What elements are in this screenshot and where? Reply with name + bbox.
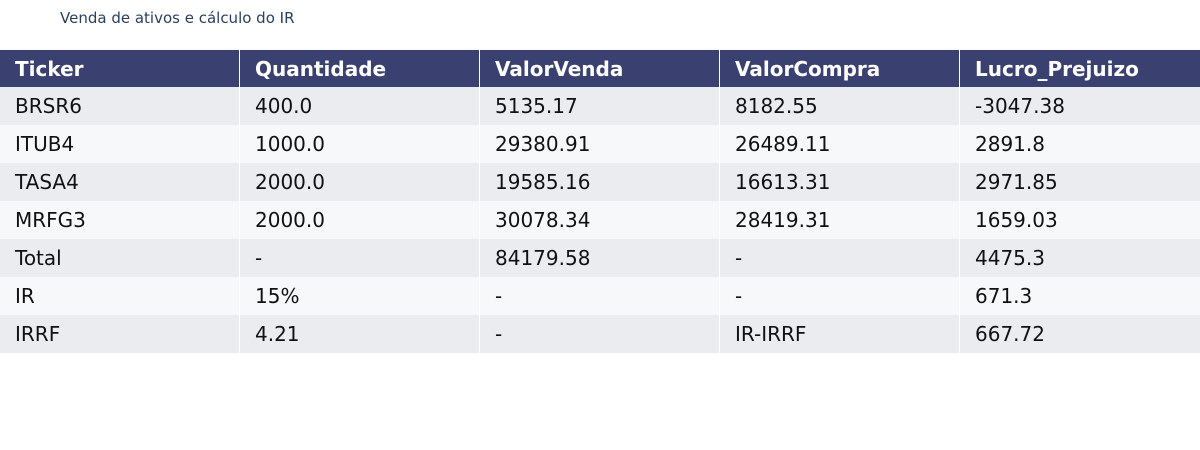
chart-title: Venda de ativos e cálculo do IR	[60, 9, 295, 27]
table-cell: 19585.16	[480, 163, 720, 201]
table-cell: 2891.8	[960, 125, 1200, 163]
table-cell: 15%	[240, 277, 480, 315]
table-cell: 1000.0	[240, 125, 480, 163]
table-row: IRRF 4.21- IR-IRRF 667.72	[0, 315, 1200, 353]
table-cell: TASA4	[0, 163, 240, 201]
table-cell: ITUB4	[0, 125, 240, 163]
table-cell: IR-IRRF	[720, 315, 960, 353]
table-cell: 29380.91	[480, 125, 720, 163]
table-cell: 1659.03	[960, 201, 1200, 239]
table-cell: BRSR6	[0, 87, 240, 125]
column-header-ticker: Ticker	[0, 50, 240, 87]
table-cell: -	[720, 277, 960, 315]
table-cell: -3047.38	[960, 87, 1200, 125]
table-header-row: Ticker Quantidade ValorVenda ValorCompra Luc…	[0, 50, 1200, 87]
table-cell: IR	[0, 277, 240, 315]
table-cell: 2971.85	[960, 163, 1200, 201]
table-cell: Total	[0, 239, 240, 277]
table-cell: 30078.34	[480, 201, 720, 239]
table-cell: 400.0	[240, 87, 480, 125]
table-row: MRFG3 2000.0 30078.34 28419.31 1659.03	[0, 201, 1200, 239]
table-cell: 667.72	[960, 315, 1200, 353]
table-cell: MRFG3	[0, 201, 240, 239]
table-cell: 2000.0	[240, 201, 480, 239]
table-cell: 5135.17	[480, 87, 720, 125]
table-cell: 671.3	[960, 277, 1200, 315]
table-cell: 8182.55	[720, 87, 960, 125]
column-header-quantidade: Quantidade	[240, 50, 480, 87]
table-cell: IRRF	[0, 315, 240, 353]
table-cell: 16613.31	[720, 163, 960, 201]
table-cell: -	[480, 315, 720, 353]
table-cell: -	[720, 239, 960, 277]
table-cell: 26489.11	[720, 125, 960, 163]
table-row: BRSR6 400.0 5135.17 8182.55 -3047.38	[0, 87, 1200, 125]
table-cell: 4475.3	[960, 239, 1200, 277]
table-cell: 84179.58	[480, 239, 720, 277]
column-header-lucro-prejuizo: Lucro_Prejuizo	[960, 50, 1200, 87]
table-cell: 4.21	[240, 315, 480, 353]
table-cell: 2000.0	[240, 163, 480, 201]
table-row: TASA4 2000.0 19585.16 16613.31 2971.85	[0, 163, 1200, 201]
table-cell: 28419.31	[720, 201, 960, 239]
table-cell: -	[240, 239, 480, 277]
table-row: ITUB4 1000.0 29380.91 26489.11 2891.8	[0, 125, 1200, 163]
table-cell: -	[480, 277, 720, 315]
table-row: Total -84179.58-4475.3	[0, 239, 1200, 277]
column-header-valorvenda: ValorVenda	[480, 50, 720, 87]
data-table: Ticker Quantidade ValorVenda ValorCompra Luc…	[0, 50, 1200, 353]
column-header-valorcompra: ValorCompra	[720, 50, 960, 87]
table-row: IR 15% - -671.3	[0, 277, 1200, 315]
